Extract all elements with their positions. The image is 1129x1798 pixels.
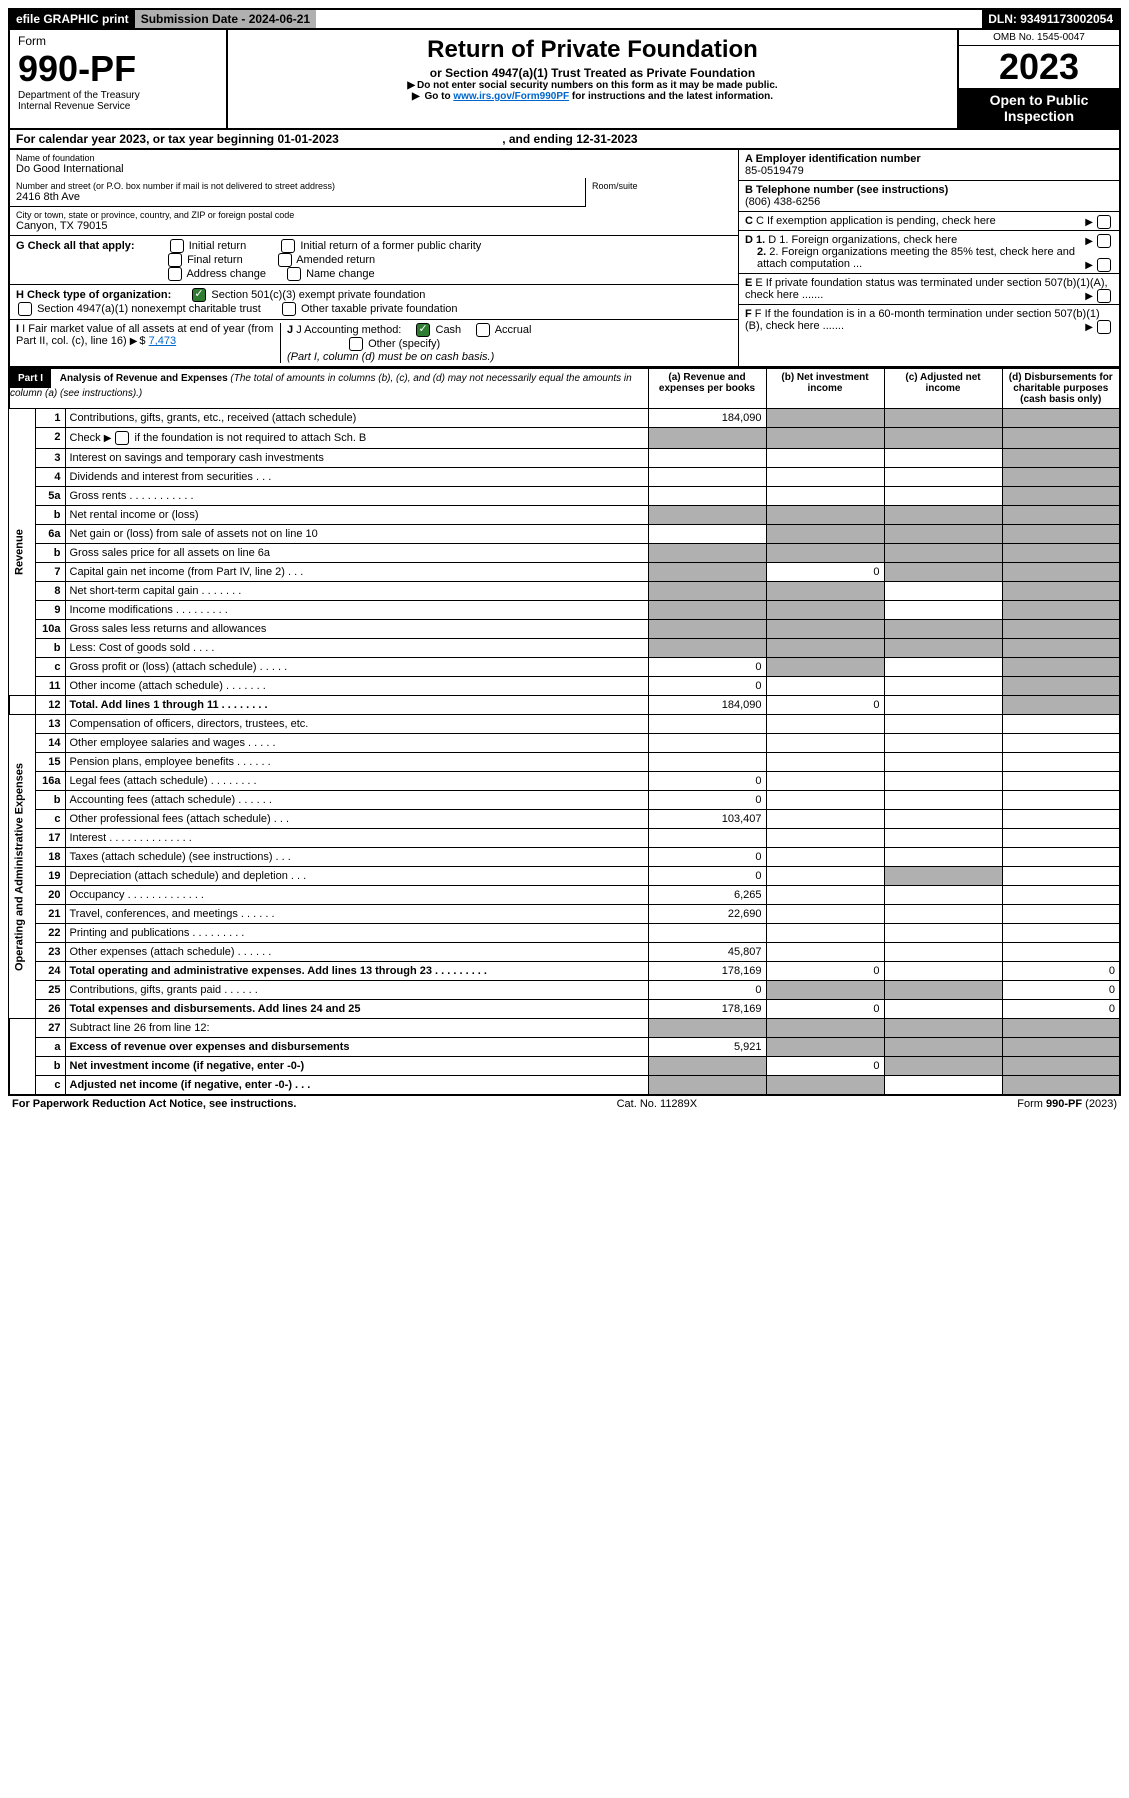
col-c-header: (c) Adjusted net income <box>884 369 1002 409</box>
b-label: B Telephone number (see instructions) <box>745 184 1113 196</box>
top-bar: efile GRAPHIC print Submission Date - 20… <box>8 8 1121 30</box>
city-label: City or town, state or province, country… <box>16 210 732 220</box>
revenue-sidelabel: Revenue <box>9 409 35 696</box>
d1-label: D 1. Foreign organizations, check here <box>768 234 957 246</box>
section-i-j: I I Fair market value of all assets at e… <box>10 320 738 366</box>
phone-value: (806) 438-6256 <box>745 196 1113 208</box>
cal-begin: 01-01-2023 <box>277 132 338 146</box>
expenses-sidelabel: Operating and Administrative Expenses <box>9 715 35 1019</box>
addr-label: Number and street (or P.O. box number if… <box>16 181 579 191</box>
footer-left: For Paperwork Reduction Act Notice, see … <box>12 1098 296 1110</box>
section-g: G Check all that apply: Initial return I… <box>10 236 738 285</box>
line1-a: 184,090 <box>648 409 766 428</box>
goto-line: Go to www.irs.gov/Form990PF for instruct… <box>232 91 953 102</box>
section-h: H Check type of organization: Section 50… <box>10 285 738 320</box>
header-right: OMB No. 1545-0047 2023 Open to Public In… <box>957 30 1119 128</box>
omb-label: OMB No. 1545-0047 <box>959 30 1119 46</box>
goto-link[interactable]: www.irs.gov/Form990PF <box>453 91 569 102</box>
checkbox-initial-return[interactable] <box>170 239 184 253</box>
room-suite: Room/suite <box>585 178 738 207</box>
a-label: A Employer identification number <box>745 153 1113 165</box>
info-left: Name of foundation Do Good International… <box>10 150 738 366</box>
checkbox-name-change[interactable] <box>287 267 301 281</box>
header-left: Form 990-PF Department of the Treasury I… <box>10 30 228 128</box>
name-label: Name of foundation <box>16 153 732 163</box>
cal-end: 12-31-2023 <box>576 132 637 146</box>
form-number: 990-PF <box>18 48 218 90</box>
submission-date: Submission Date - 2024-06-21 <box>135 10 316 28</box>
form-subtitle: or Section 4947(a)(1) Trust Treated as P… <box>232 66 953 80</box>
part1-table: Part I Analysis of Revenue and Expenses … <box>8 368 1121 1096</box>
info-right: A Employer identification number 85-0519… <box>738 150 1119 366</box>
footer-mid: Cat. No. 11289X <box>617 1098 698 1110</box>
c-label: C If exemption application is pending, c… <box>756 215 996 227</box>
cal-pre: For calendar year 2023, or tax year begi… <box>16 132 277 146</box>
info-grid: Name of foundation Do Good International… <box>8 150 1121 368</box>
checkbox-other-taxable[interactable] <box>282 302 296 316</box>
irs-label: Internal Revenue Service <box>18 101 218 112</box>
room-label: Room/suite <box>592 181 732 191</box>
checkbox-501c3[interactable] <box>192 288 206 302</box>
form-warning: Do not enter social security numbers on … <box>232 80 953 91</box>
h-label: H Check type of organization: <box>16 289 171 301</box>
checkbox-cash[interactable] <box>416 323 430 337</box>
col-a-header: (a) Revenue and expenses per books <box>648 369 766 409</box>
goto-pre: Go to <box>424 91 453 102</box>
f-label: F If the foundation is in a 60-month ter… <box>745 308 1100 332</box>
ein-value: 85-0519479 <box>745 165 1113 177</box>
checkbox-4947a1[interactable] <box>18 302 32 316</box>
footer-right: Form 990-PF (2023) <box>1017 1098 1117 1110</box>
dln-label: DLN: 93491173002054 <box>982 10 1119 28</box>
cal-mid: , and ending <box>502 132 576 146</box>
checkbox-e[interactable] <box>1097 289 1111 303</box>
j-note: (Part I, column (d) must be on cash basi… <box>287 351 494 363</box>
calendar-line: For calendar year 2023, or tax year begi… <box>8 130 1121 150</box>
checkbox-f[interactable] <box>1097 320 1111 334</box>
j-label: J Accounting method: <box>296 324 401 336</box>
checkbox-final-return[interactable] <box>168 253 182 267</box>
checkbox-schb[interactable] <box>115 431 129 445</box>
g-label: G Check all that apply: <box>16 240 135 252</box>
page-footer: For Paperwork Reduction Act Notice, see … <box>8 1096 1121 1112</box>
header-mid: Return of Private Foundation or Section … <box>228 30 957 128</box>
checkbox-d1[interactable] <box>1097 234 1111 248</box>
form-word: Form <box>18 34 218 48</box>
checkbox-address-change[interactable] <box>168 267 182 281</box>
city-value: Canyon, TX 79015 <box>16 220 732 232</box>
efile-label: efile GRAPHIC print <box>10 10 135 28</box>
checkbox-c[interactable] <box>1097 215 1111 229</box>
fmv-value[interactable]: 7,473 <box>149 335 177 347</box>
checkbox-accrual[interactable] <box>476 323 490 337</box>
part1-label: Part I <box>10 369 51 388</box>
foundation-name: Do Good International <box>16 163 732 175</box>
open-public-badge: Open to Public Inspection <box>959 88 1119 128</box>
e-label: E If private foundation status was termi… <box>745 277 1108 301</box>
checkbox-d2[interactable] <box>1097 258 1111 272</box>
checkbox-other-method[interactable] <box>349 337 363 351</box>
d2-label: 2. Foreign organizations meeting the 85%… <box>757 246 1075 270</box>
goto-post: for instructions and the latest informat… <box>572 91 773 102</box>
checkbox-amended-return[interactable] <box>278 253 292 267</box>
part1-title: Analysis of Revenue and Expenses <box>60 373 228 384</box>
checkbox-initial-former[interactable] <box>281 239 295 253</box>
dept-label: Department of the Treasury <box>18 90 218 101</box>
street-address: 2416 8th Ave <box>16 191 579 203</box>
form-header: Form 990-PF Department of the Treasury I… <box>8 30 1121 130</box>
col-d-header: (d) Disbursements for charitable purpose… <box>1002 369 1120 409</box>
col-b-header: (b) Net investment income <box>766 369 884 409</box>
form-title: Return of Private Foundation <box>232 36 953 64</box>
tax-year: 2023 <box>959 46 1119 88</box>
